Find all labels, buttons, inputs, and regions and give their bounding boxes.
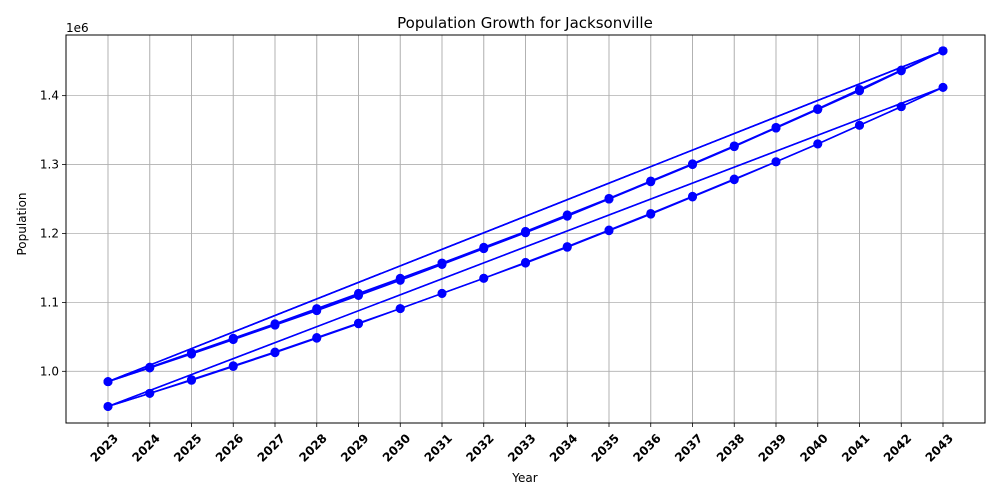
- x-tick-label: 2027: [255, 431, 289, 465]
- data-point: [437, 288, 447, 298]
- x-tick-label: 2029: [338, 431, 372, 465]
- data-point: [270, 347, 280, 357]
- data-point: [395, 304, 405, 314]
- x-tick-label: 2024: [129, 431, 163, 465]
- y-tick-label: 1.0: [40, 364, 59, 378]
- x-tick-label: 2030: [380, 431, 414, 465]
- data-point: [521, 227, 530, 237]
- x-tick-label: 2031: [422, 431, 456, 465]
- series-points: [103, 46, 948, 411]
- data-point: [771, 157, 781, 167]
- data-point: [646, 208, 656, 218]
- data-point: [688, 159, 697, 169]
- y-tick-label: 1.3: [40, 158, 59, 172]
- data-point: [228, 333, 238, 343]
- x-tick-label: 2034: [547, 431, 581, 465]
- x-tick-label: 2032: [463, 431, 497, 465]
- data-point: [604, 194, 614, 204]
- data-point: [103, 401, 113, 411]
- x-tick-label: 2041: [839, 431, 873, 465]
- data-point: [103, 377, 113, 387]
- x-tick-label: 2026: [213, 431, 247, 465]
- data-point: [395, 273, 405, 283]
- x-tick-label: 2043: [923, 431, 957, 465]
- data-point: [729, 174, 739, 184]
- data-point: [479, 243, 489, 253]
- x-tick-label: 2025: [171, 431, 205, 465]
- x-tick-label: 2042: [881, 431, 915, 465]
- x-axis-label: Year: [511, 471, 537, 485]
- y-axis-label: Population: [15, 192, 29, 255]
- data-point: [562, 211, 572, 221]
- chart-title: Population Growth for Jacksonville: [397, 14, 653, 32]
- series-wrap-line-5: [107, 86, 944, 408]
- x-tick-label: 2028: [296, 431, 330, 465]
- x-tick-label: 2036: [630, 431, 664, 465]
- data-point: [771, 123, 781, 133]
- y-tick-label: 1.2: [40, 226, 59, 240]
- x-tick-label: 2023: [88, 431, 122, 465]
- data-point: [354, 288, 363, 298]
- data-point: [688, 191, 697, 201]
- x-axis-ticks: 2023 2024 2025 2026 2027 2028 2029 2030 2031 2032…: [88, 423, 957, 465]
- data-point: [479, 273, 489, 283]
- x-tick-label: 2040: [797, 431, 831, 465]
- data-point: [896, 102, 906, 112]
- data-point: [354, 318, 363, 328]
- x-tick-label: 2038: [714, 431, 748, 465]
- data-point: [604, 225, 614, 235]
- data-point: [228, 361, 238, 371]
- x-tick-label: 2039: [756, 431, 790, 465]
- data-point: [938, 46, 948, 56]
- data-point: [521, 257, 530, 267]
- data-point: [896, 65, 906, 75]
- data-point: [187, 348, 196, 358]
- data-point: [270, 319, 280, 329]
- data-point: [813, 104, 823, 114]
- x-tick-label: 2037: [672, 431, 706, 465]
- series-wrap-line-3: [107, 50, 944, 383]
- data-point: [855, 85, 864, 95]
- data-point: [938, 82, 948, 92]
- data-point: [562, 242, 572, 252]
- y-axis-ticks: 1.0 1.1 1.2 1.3 1.4: [40, 89, 66, 378]
- data-point: [187, 375, 196, 385]
- y-tick-label: 1.1: [40, 295, 59, 309]
- data-point: [729, 141, 739, 151]
- x-tick-label: 2033: [505, 431, 539, 465]
- x-tick-label: 2035: [589, 431, 623, 465]
- data-point: [145, 362, 155, 372]
- data-point: [312, 333, 322, 343]
- data-point: [813, 139, 823, 149]
- data-point: [145, 388, 155, 398]
- data-point: [437, 258, 447, 268]
- data-point: [855, 120, 864, 130]
- data-point: [646, 176, 656, 186]
- y-offset-label: 1e6: [66, 21, 89, 35]
- data-point: [312, 304, 322, 314]
- y-tick-label: 1.4: [40, 89, 59, 103]
